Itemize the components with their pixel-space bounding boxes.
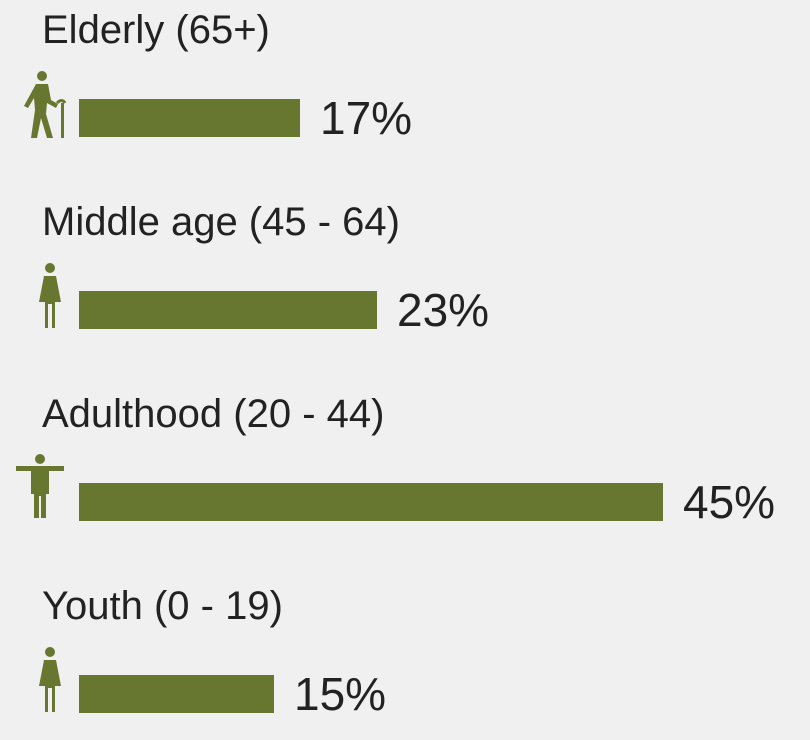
category-label: Youth (0 - 19) bbox=[42, 584, 283, 628]
bar bbox=[79, 483, 663, 521]
value-label: 15% bbox=[294, 668, 387, 720]
adult-person-icon bbox=[14, 454, 66, 522]
middle-age-person-icon bbox=[26, 262, 78, 330]
bar bbox=[79, 99, 300, 137]
category-label: Elderly (65+) bbox=[42, 8, 270, 52]
category-label: Adulthood (20 - 44) bbox=[42, 392, 385, 436]
bar bbox=[79, 291, 377, 329]
bar-group: Elderly (65+) 17% bbox=[0, 4, 810, 164]
value-label: 17% bbox=[320, 92, 413, 144]
bar-group: Youth (0 - 19) 15% bbox=[0, 580, 810, 740]
bar bbox=[79, 675, 274, 713]
youth-person-icon bbox=[26, 646, 78, 714]
category-label: Middle age (45 - 64) bbox=[42, 200, 400, 244]
bar-group: Adulthood (20 - 44) 45% bbox=[0, 388, 810, 548]
bar-group: Middle age (45 - 64) 23% bbox=[0, 196, 810, 356]
value-label: 45% bbox=[683, 476, 776, 528]
value-label: 23% bbox=[397, 284, 490, 336]
elderly-person-icon bbox=[20, 70, 72, 138]
